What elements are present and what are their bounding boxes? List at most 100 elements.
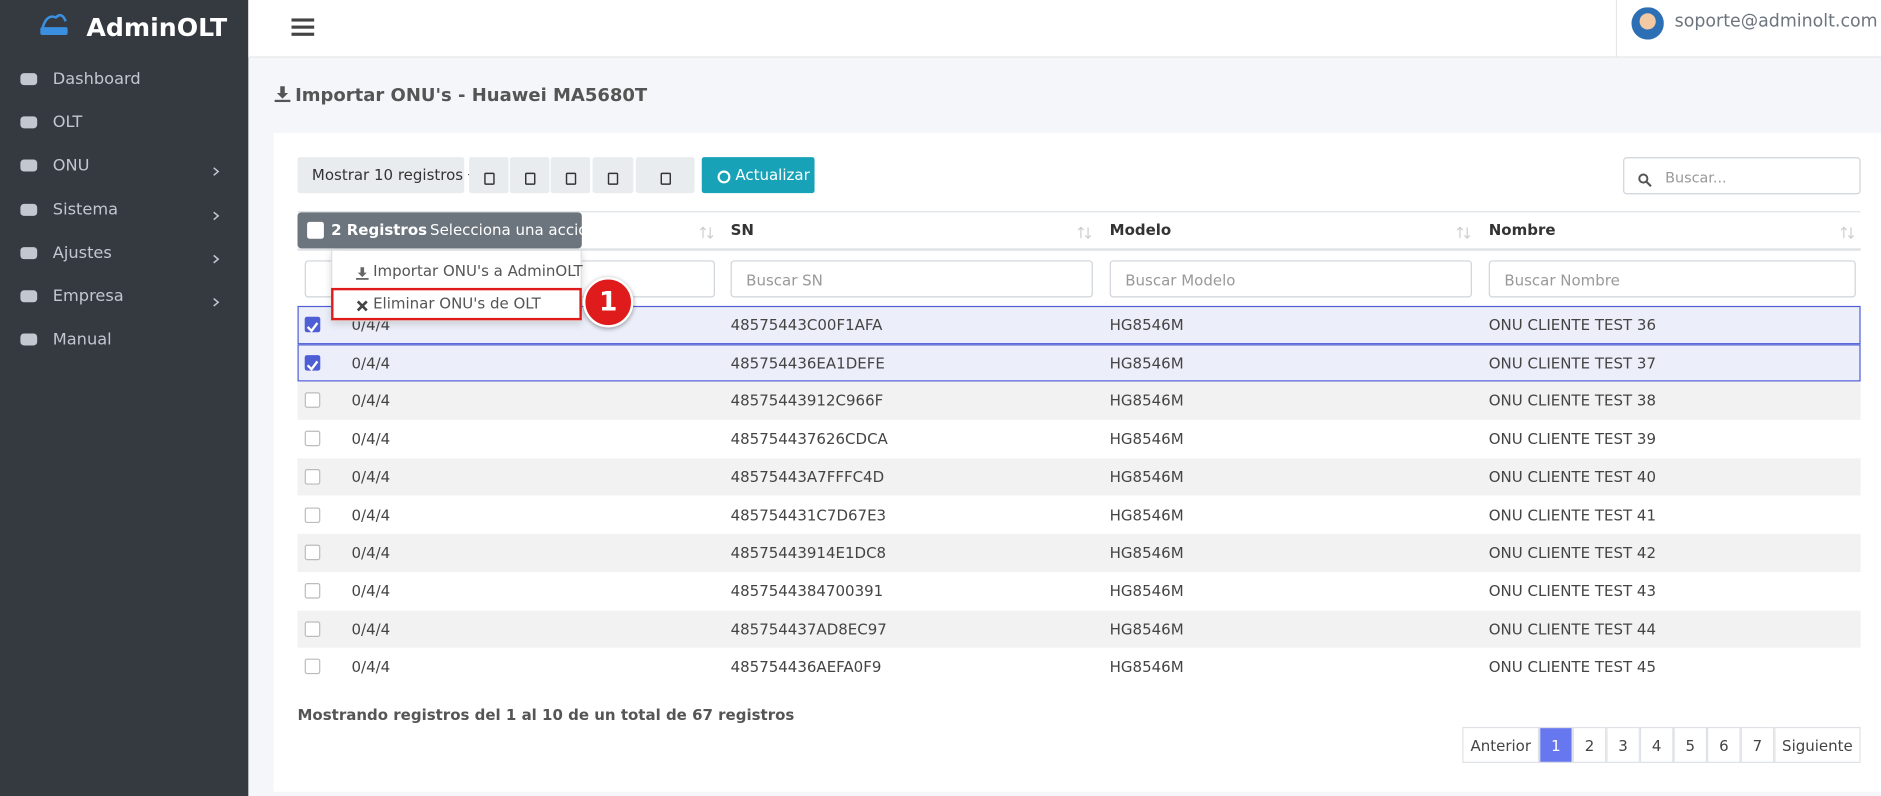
filter-placeholder: Buscar Nombre <box>1504 271 1620 290</box>
page-button[interactable]: 5 <box>1673 726 1708 763</box>
table-row[interactable] <box>297 534 1861 573</box>
dropdown-item[interactable]: Eliminar ONU's de OLT <box>373 293 541 312</box>
menu-item[interactable]: ONU <box>52 156 90 176</box>
table-cell: HG8546M <box>1109 543 1184 562</box>
table-row[interactable] <box>297 343 1861 382</box>
page-button[interactable]: 7 <box>1740 726 1775 763</box>
table-cell: ONU CLIENTE TEST 41 <box>1488 505 1657 524</box>
table-cell: 485754431C7D67E3 <box>730 505 887 524</box>
table-cell: ONU CLIENTE TEST 39 <box>1488 429 1657 448</box>
page-label: 7 <box>1752 736 1763 755</box>
table-row[interactable] <box>297 381 1861 420</box>
page-title: Importar ONU's - Huawei MA5680T <box>295 83 648 106</box>
page-button[interactable]: Anterior <box>1462 726 1540 763</box>
page-label: Anterior <box>1470 736 1531 755</box>
table-cell: 48575443914E1DC8 <box>730 543 887 562</box>
table-cell: 0/4/4 <box>351 581 391 600</box>
column-header[interactable]: Modelo <box>1109 220 1172 239</box>
row-checkbox[interactable] <box>304 392 321 409</box>
table-cell: 0/4/4 <box>351 543 391 562</box>
menu-chevron <box>210 247 222 264</box>
menu-chevron <box>210 160 222 177</box>
menu-chevron <box>210 203 222 220</box>
page-button[interactable]: 2 <box>1572 726 1607 763</box>
table-cell: 48575443912C966F <box>730 391 884 410</box>
button-icon <box>658 168 672 185</box>
button-icon <box>563 168 577 185</box>
top-bar <box>248 0 1881 58</box>
table-row[interactable] <box>297 648 1861 687</box>
table-cell: HG8546M <box>1109 581 1184 600</box>
table-cell: ONU CLIENTE TEST 43 <box>1488 581 1657 600</box>
brand-name: AdminOLT <box>86 13 228 42</box>
length-button[interactable]: Mostrar 10 registros <box>297 157 476 194</box>
page-button[interactable]: 4 <box>1639 726 1674 763</box>
export-button[interactable] <box>635 157 695 194</box>
filter-input[interactable]: Buscar Modelo <box>1109 260 1472 298</box>
row-checkbox[interactable] <box>304 658 321 675</box>
page-button[interactable]: 3 <box>1606 726 1640 763</box>
filter-input[interactable]: Buscar Nombre <box>1488 260 1856 298</box>
table-cell: ONU CLIENTE TEST 44 <box>1488 619 1657 638</box>
selection-button[interactable]: 2 Registros - Selecciona una acción <box>297 212 609 249</box>
page-label: 6 <box>1719 736 1729 755</box>
page-label: 3 <box>1618 736 1628 755</box>
table-cell: 485754436AEFA0F9 <box>730 657 882 676</box>
search-input[interactable]: Buscar... <box>1623 157 1861 195</box>
row-checkbox[interactable] <box>304 316 321 333</box>
header-divider <box>297 248 1861 251</box>
table-row[interactable] <box>297 572 1861 611</box>
row-checkbox[interactable] <box>304 354 321 371</box>
menu-toggle <box>291 16 315 39</box>
page-label: 2 <box>1584 736 1595 755</box>
row-checkbox[interactable] <box>304 582 321 599</box>
filter-placeholder: Buscar Modelo <box>1125 271 1236 290</box>
refresh-button[interactable]: Actualizar <box>701 157 815 194</box>
search-placeholder: Buscar... <box>1665 169 1727 186</box>
table-cell: HG8546M <box>1109 391 1184 410</box>
export-button[interactable] <box>469 157 509 194</box>
page-button[interactable]: Siguiente <box>1774 726 1861 763</box>
row-checkbox[interactable] <box>304 620 321 637</box>
filter-placeholder: Buscar SN <box>746 271 823 290</box>
table-row[interactable] <box>297 419 1861 458</box>
page-button[interactable]: 1 <box>1539 726 1573 763</box>
sidebar <box>0 0 249 796</box>
table-row[interactable] <box>297 610 1861 649</box>
menu-item[interactable]: Empresa <box>52 286 124 306</box>
user-avatar <box>1631 7 1664 40</box>
menu-icon <box>19 113 38 132</box>
export-button[interactable] <box>509 157 550 194</box>
column-header[interactable]: Nombre <box>1488 220 1556 239</box>
row-checkbox[interactable] <box>304 468 321 485</box>
table-cell: HG8546M <box>1109 467 1184 486</box>
table-cell: ONU CLIENTE TEST 36 <box>1488 315 1657 334</box>
filter-input[interactable]: Buscar SN <box>730 260 1093 298</box>
menu-chevron <box>210 290 222 307</box>
table-cell: 0/4/4 <box>351 429 391 448</box>
row-checkbox[interactable] <box>304 430 321 447</box>
refresh-label: Actualizar <box>735 165 810 184</box>
table-cell: HG8546M <box>1109 429 1184 448</box>
menu-icon <box>19 287 38 306</box>
menu-item[interactable]: OLT <box>52 112 83 133</box>
select-all-checkbox[interactable] <box>307 221 324 239</box>
page-label: 1 <box>1551 736 1561 755</box>
user-email[interactable]: soporte@adminolt.com <box>1674 11 1878 32</box>
row-checkbox[interactable] <box>304 506 321 523</box>
table-cell: HG8546M <box>1109 315 1184 334</box>
dropdown-item[interactable]: Importar ONU's a AdminOLT <box>373 261 583 280</box>
menu-item[interactable]: Dashboard <box>52 69 141 89</box>
column-header[interactable]: SN <box>730 220 754 239</box>
export-button[interactable] <box>592 157 634 194</box>
menu-item[interactable]: Manual <box>52 330 112 350</box>
table-cell: 485754437626CDCA <box>730 429 888 448</box>
table-row[interactable] <box>297 496 1861 535</box>
table-row[interactable] <box>297 458 1861 497</box>
export-button[interactable] <box>550 157 591 194</box>
row-checkbox[interactable] <box>304 544 321 561</box>
menu-item[interactable]: Ajustes <box>52 243 112 263</box>
page-button[interactable]: 6 <box>1707 726 1741 763</box>
menu-item[interactable]: Sistema <box>52 199 119 220</box>
